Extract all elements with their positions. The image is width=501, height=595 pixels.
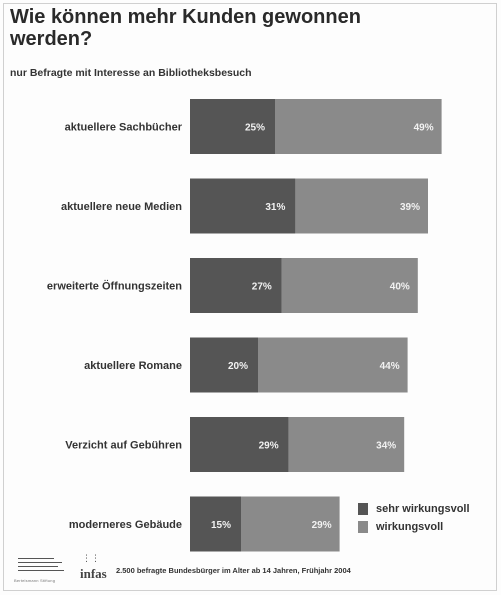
legend-swatch-wirkungsvoll	[358, 521, 368, 533]
value-label-wirkungsvoll-aktuellere-sachbücher: 49%	[414, 123, 434, 134]
value-label-wirkungsvoll-verzicht-auf-gebühren: 34%	[376, 441, 396, 452]
legend-item-sehr-wirkungsvoll: sehr wirkungsvoll	[358, 500, 470, 518]
legend-item-wirkungsvoll: wirkungsvoll	[358, 518, 470, 536]
bar-sehr-wirkungsvoll-moderneres-gebäude	[190, 496, 241, 552]
bar-sehr-wirkungsvoll-aktuellere-sachbücher	[190, 99, 275, 154]
category-label-aktuellere-romane: aktuellere Romane	[84, 360, 182, 372]
chart-frame	[3, 3, 497, 591]
value-label-wirkungsvoll-moderneres-gebäude: 29%	[312, 520, 332, 531]
value-label-sehr-wirkungsvoll-aktuellere-romane: 20%	[228, 361, 248, 372]
bar-sehr-wirkungsvoll-erweiterte-öffnungszeiten	[190, 258, 282, 313]
bar-wirkungsvoll-aktuellere-romane	[258, 337, 408, 393]
bar-wirkungsvoll-erweiterte-öffnungszeiten	[281, 258, 418, 313]
value-label-sehr-wirkungsvoll-aktuellere-sachbücher: 25%	[245, 123, 265, 134]
legend-label-sehr-wirkungsvoll: sehr wirkungsvoll	[376, 503, 470, 515]
category-label-erweiterte-öffnungszeiten: erweiterte Öffnungszeiten	[47, 280, 182, 293]
value-label-wirkungsvoll-aktuellere-romane: 44%	[380, 361, 400, 372]
infas-logo: ⋮⋮ infas	[80, 554, 110, 584]
footer: Bertelsmann Stiftung ⋮⋮ infas 2.500 befr…	[8, 548, 493, 592]
chart-title: Wie können mehr Kunden gewonnen werden?	[10, 6, 361, 50]
legend-label-wirkungsvoll: wirkungsvoll	[376, 521, 444, 533]
source-note: 2.500 befragte Bundesbürger im Alter ab …	[116, 566, 351, 575]
bertelsmann-logo: Bertelsmann Stiftung	[12, 554, 72, 584]
bar-wirkungsvoll-aktuellere-neue-medien	[295, 178, 428, 234]
value-label-wirkungsvoll-erweiterte-öffnungszeiten: 40%	[390, 282, 410, 293]
value-label-sehr-wirkungsvoll-moderneres-gebäude: 15%	[211, 520, 231, 531]
bar-wirkungsvoll-moderneres-gebäude	[241, 496, 340, 552]
bar-wirkungsvoll-aktuellere-sachbücher	[275, 99, 442, 154]
value-label-sehr-wirkungsvoll-erweiterte-öffnungszeiten: 27%	[252, 282, 272, 293]
category-label-verzicht-auf-gebühren: Verzicht auf Gebühren	[65, 440, 182, 452]
value-label-wirkungsvoll-aktuellere-neue-medien: 39%	[400, 202, 420, 213]
infas-logo-dots: ⋮⋮	[82, 553, 100, 563]
value-label-sehr-wirkungsvoll-aktuellere-neue-medien: 31%	[265, 202, 285, 213]
value-label-sehr-wirkungsvoll-verzicht-auf-gebühren: 29%	[259, 441, 279, 452]
legend: sehr wirkungsvoll wirkungsvoll	[358, 500, 470, 536]
bar-sehr-wirkungsvoll-aktuellere-neue-medien	[190, 178, 296, 234]
legend-swatch-sehr-wirkungsvoll	[358, 503, 368, 515]
category-label-aktuellere-neue-medien: aktuellere neue Medien	[61, 201, 182, 213]
category-label-aktuellere-sachbücher: aktuellere Sachbücher	[65, 122, 183, 134]
chart-subtitle: nur Befragte mit Interesse an Bibliothek…	[10, 67, 252, 79]
bar-sehr-wirkungsvoll-verzicht-auf-gebühren	[190, 417, 289, 472]
bar-wirkungsvoll-verzicht-auf-gebühren	[288, 417, 405, 472]
bertelsmann-logo-text: Bertelsmann Stiftung	[14, 578, 56, 583]
category-label-moderneres-gebäude: moderneres Gebäude	[69, 519, 182, 531]
bar-sehr-wirkungsvoll-aktuellere-romane	[190, 337, 258, 393]
infas-logo-text: infas	[80, 566, 107, 581]
